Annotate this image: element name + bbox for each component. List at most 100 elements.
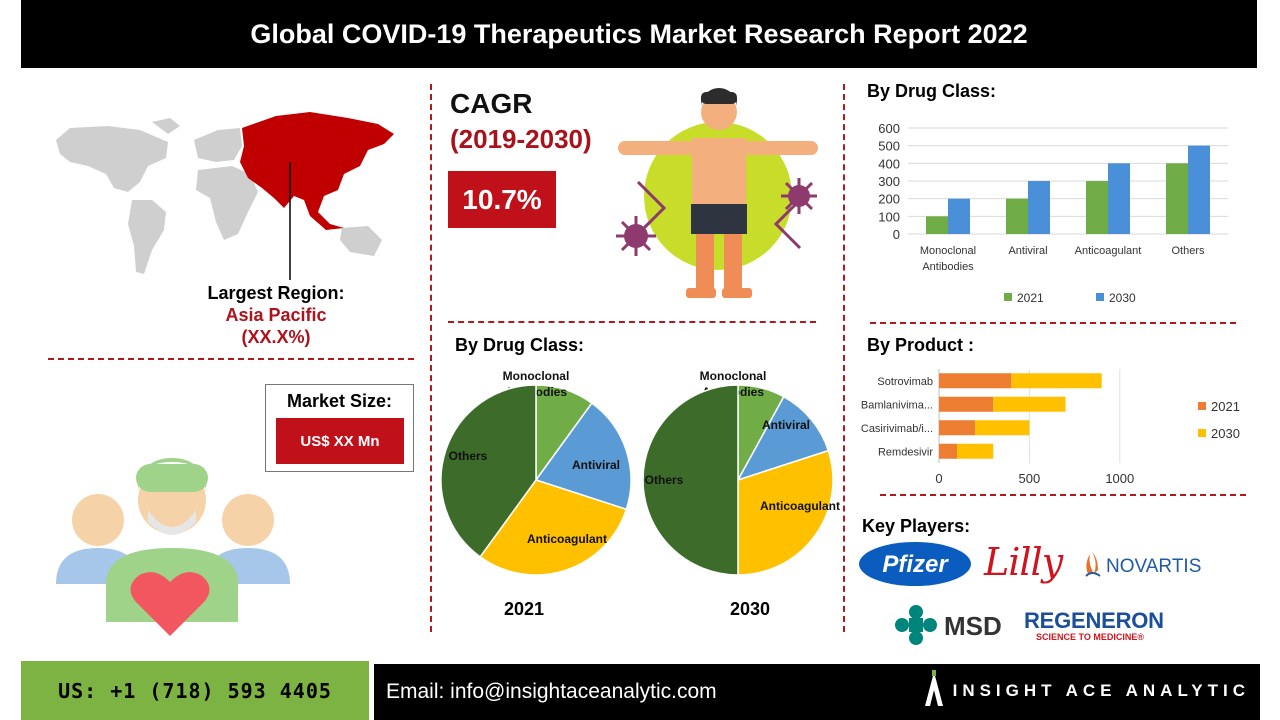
heart-icon: [130, 572, 210, 636]
bar-2030: [1108, 163, 1130, 234]
product-bar-chart: 0 500 1000 Sotrovimab Bamlanivima... Casirivi…: [861, 369, 1240, 486]
pie-label: Anticoagulant: [527, 532, 607, 546]
title-bar: Global COVID-19 Therapeutics Market Rese…: [21, 0, 1257, 68]
bar-2021: [1086, 181, 1108, 234]
bar-2030: [1028, 181, 1050, 234]
divider-drugclass: [870, 322, 1236, 324]
legend-label: 2030: [1211, 426, 1240, 441]
footer-phone-bar: US: +1 (718) 593 4405: [21, 661, 369, 720]
y-tick-label: 0: [893, 227, 900, 242]
pie-slice: [534, 402, 632, 511]
bar-2021: [1006, 198, 1028, 234]
lilly-logo: Lilly: [984, 540, 1063, 584]
divider-cagr: [448, 321, 816, 323]
insight-ace-logo-icon: [925, 670, 943, 706]
x-tick-label: 0: [935, 471, 942, 486]
pie-label: Antiviral: [762, 418, 810, 432]
legend-swatch-2021: [1004, 293, 1012, 301]
y-tick-label: Sotrovimab: [877, 376, 933, 388]
chevron-right-shape: [773, 198, 802, 250]
pie-label: Antiviral: [572, 458, 620, 472]
pie-year-label: 2021: [504, 599, 544, 619]
regeneron-logo: REGENERON SCIENCE TO MEDICINE®: [1024, 608, 1164, 642]
cagr-title: CAGR: [450, 88, 533, 119]
legend-label: 2021: [1211, 399, 1240, 414]
y-tick-label: 200: [878, 192, 900, 207]
pie-label: Anticoagulant: [760, 499, 840, 513]
pfizer-logo-text: Pfizer: [882, 551, 949, 578]
report-title: Global COVID-19 Therapeutics Market Rese…: [250, 18, 1028, 49]
virus-right-icon: [781, 178, 817, 214]
regeneron-tagline: SCIENCE TO MEDICINE®: [1036, 632, 1144, 642]
south-america-shape: [128, 200, 166, 274]
pie-label: Others: [645, 473, 684, 487]
y-tick-label: 600: [878, 121, 900, 136]
bar-2030: [975, 420, 1030, 436]
legend-swatch-2021: [1198, 402, 1206, 410]
x-tick-label: Anticoagulant: [1075, 245, 1142, 257]
legend-label: 2021: [1017, 291, 1044, 305]
pie-slice: [642, 384, 739, 576]
chevron-left-shape: [636, 180, 667, 236]
cagr-period: (2019-2030): [450, 124, 592, 154]
y-tick-label: Remdesivir: [878, 446, 933, 458]
largest-region-label: Largest Region:: [207, 283, 345, 303]
drug-class-bar-title: By Drug Class:: [867, 81, 997, 101]
pie-slice: [737, 449, 834, 576]
bar-2030: [993, 396, 1066, 412]
bar-2021: [939, 443, 958, 459]
divider-left: [430, 84, 432, 632]
world-map: [56, 112, 394, 280]
y-tick-label: 100: [878, 209, 900, 224]
bar-2021: [939, 373, 1012, 389]
footer-contact-bar: Email: info@insightaceanalytic.com INSIG…: [374, 664, 1260, 720]
drug-class-pie-title: By Drug Class:: [455, 335, 585, 355]
largest-region-name: Asia Pacific: [225, 305, 327, 325]
y-tick-label: Bamlanivima...: [861, 399, 933, 411]
market-size-box: Market Size: US$ XX Mn: [265, 384, 414, 472]
human-figure-illustration: [616, 88, 818, 298]
bar-2021: [939, 396, 994, 412]
cagr-value: 10.7%: [448, 171, 556, 228]
pie-label: Monoclonal: [503, 369, 570, 383]
footer-phone[interactable]: US: +1 (718) 593 4405: [58, 678, 332, 703]
australia-shape: [340, 226, 382, 256]
bar-2030: [1011, 373, 1102, 389]
doctor-illustration: [56, 458, 290, 636]
y-tick-label: Casirivimab/i...: [861, 423, 933, 435]
bar-2030: [1188, 145, 1210, 234]
drug-class-bar-chart: 0 100 200 300 400 500 600 Monoclonal Antibodies A…: [878, 121, 1228, 305]
bar-2021: [926, 216, 948, 234]
y-tick-label: 500: [878, 139, 900, 154]
divider-region: [48, 358, 414, 360]
pfizer-logo: Pfizer: [859, 542, 971, 586]
bar-2030: [957, 443, 994, 459]
msd-logo: MSD: [895, 605, 1002, 645]
europe-shape: [194, 128, 242, 162]
x-tick-label: 1000: [1105, 471, 1134, 486]
drug-class-pie-charts: MonoclonalAntibodiesAntiviralAnticoagula…: [440, 369, 840, 619]
footer-brand: INSIGHT ACE ANALYTIC: [952, 681, 1250, 700]
x-tick-label: 500: [1019, 471, 1041, 486]
pie-slice: [736, 395, 830, 482]
y-tick-label: 400: [878, 156, 900, 171]
africa-shape: [196, 166, 258, 240]
key-players-title: Key Players:: [862, 516, 971, 536]
divider-product: [880, 494, 1246, 496]
legend-label: 2030: [1109, 291, 1136, 305]
divider-right: [843, 84, 845, 632]
regeneron-logo-text: REGENERON: [1024, 608, 1164, 633]
pie-label: Monoclonal: [700, 369, 767, 383]
novartis-logo: NOVARTIS: [1085, 552, 1201, 577]
x-tick-label: Antibodies: [922, 261, 974, 273]
pie-slice: [479, 479, 628, 576]
bar-2021: [939, 420, 976, 436]
legend-swatch-2030: [1198, 429, 1206, 437]
north-america-shape: [56, 126, 168, 192]
greenland-shape: [152, 118, 180, 134]
y-tick-label: 300: [878, 174, 900, 189]
bar-2021: [1166, 163, 1188, 234]
novartis-logo-text: NOVARTIS: [1106, 556, 1201, 577]
footer-email[interactable]: Email: info@insightaceanalytic.com: [386, 680, 717, 703]
person-icon: [618, 88, 818, 298]
